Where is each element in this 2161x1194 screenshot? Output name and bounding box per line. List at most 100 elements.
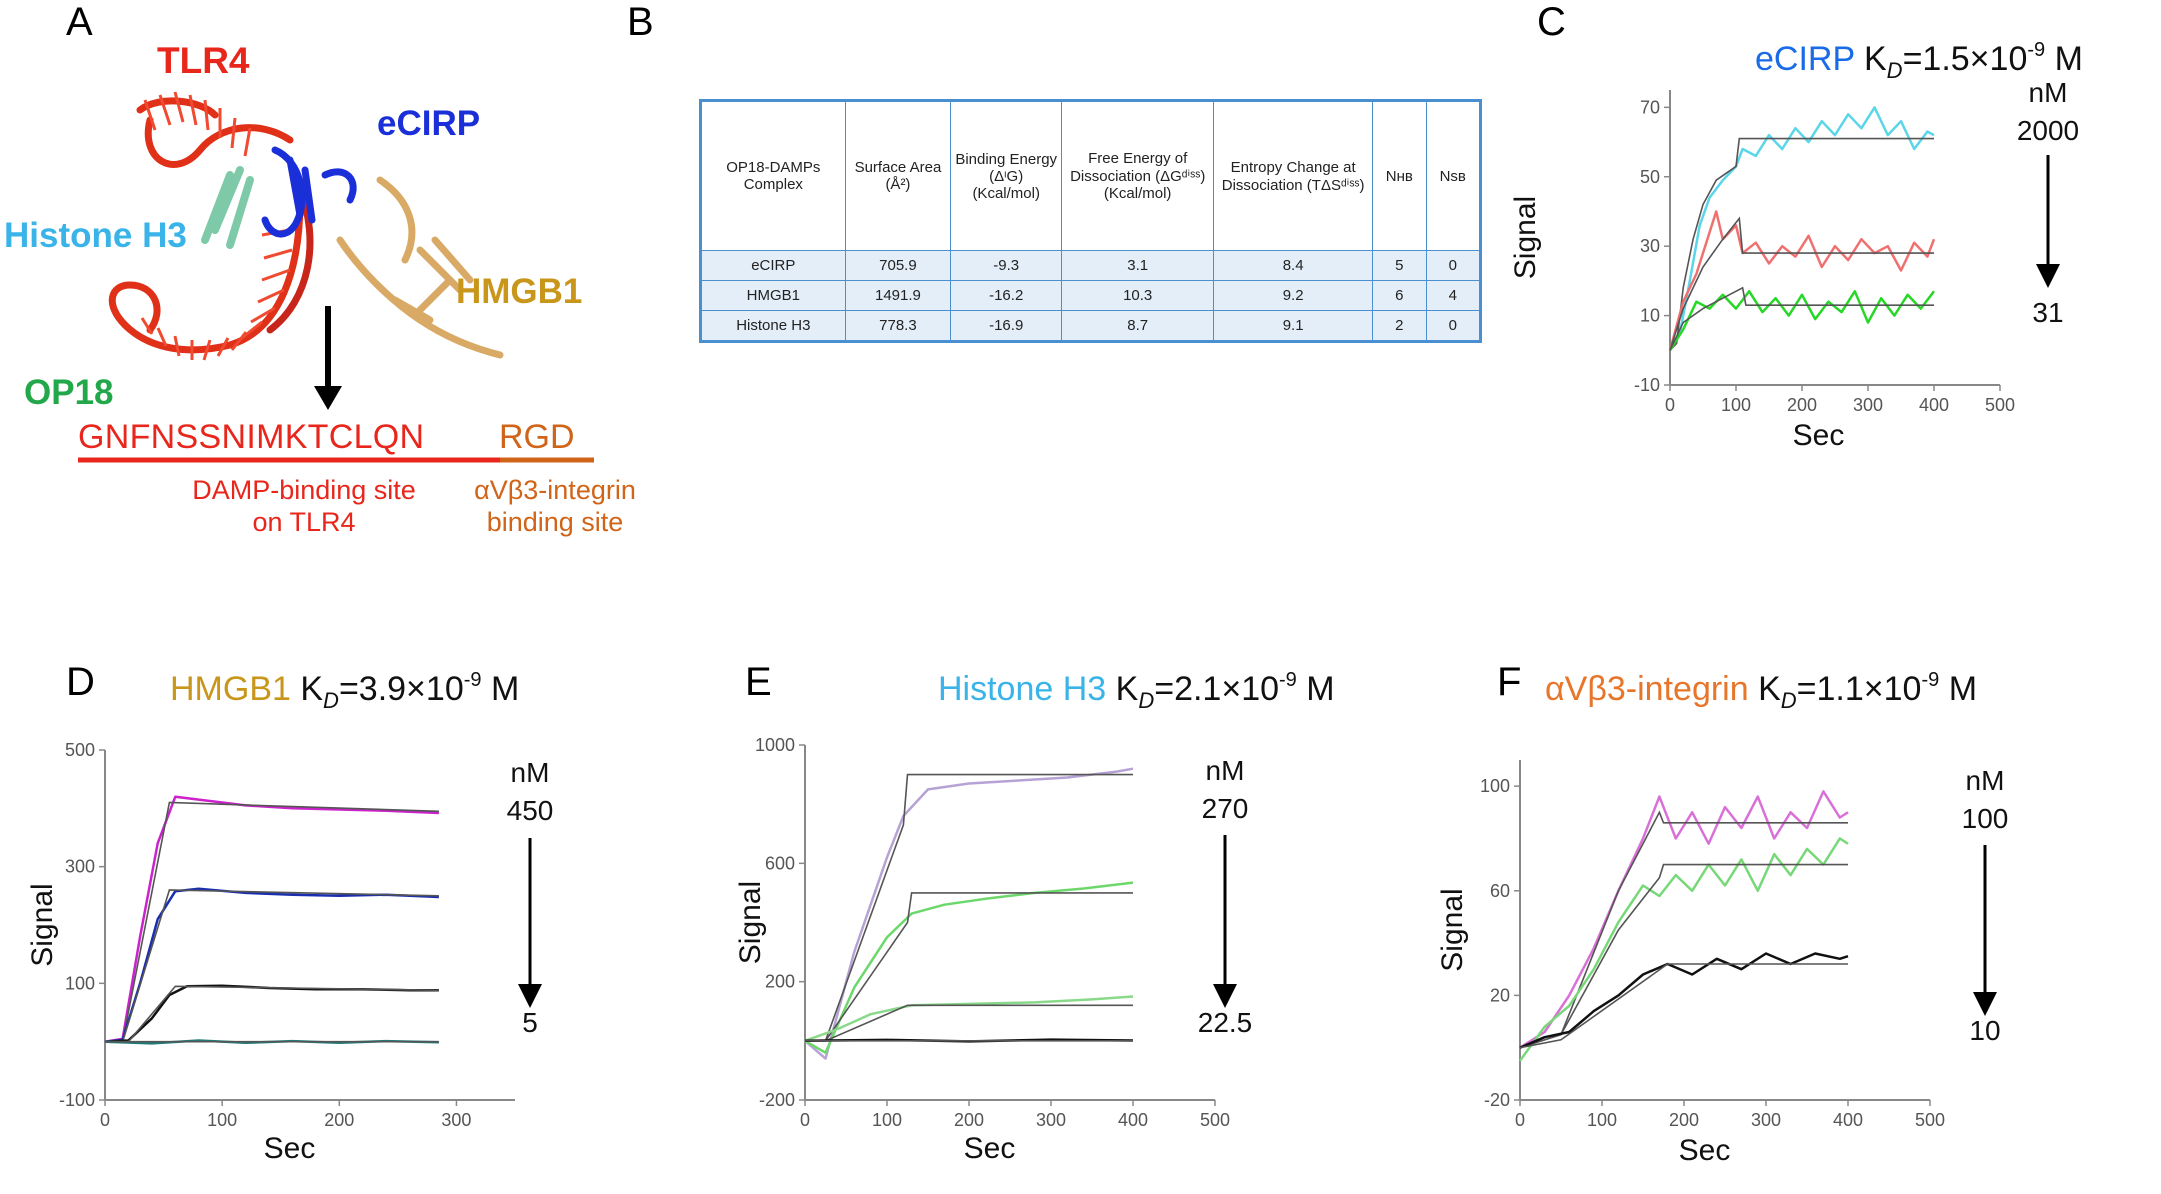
y-axis-label: Signal xyxy=(26,883,59,966)
conc-unit: nM xyxy=(1966,765,2005,796)
chart-c: eCIRP KD=1.5×10-9 M 0 100 200 300 400 500 -10 10… xyxy=(1509,39,2083,452)
series-1 xyxy=(1668,210,1936,351)
series-0 xyxy=(1519,790,1849,1049)
sequence-damp: GNFNSSNIMKTCLQN xyxy=(78,418,425,456)
series-2 xyxy=(104,984,439,1043)
conc-low: 10 xyxy=(1969,1015,2000,1046)
cell: Histone H3 xyxy=(700,310,846,342)
series-0 xyxy=(804,767,1134,1060)
conc-arrowhead-icon xyxy=(1973,992,1997,1016)
title-unit: M xyxy=(1297,670,1335,708)
data-line xyxy=(1668,106,1935,351)
data-line xyxy=(104,795,439,1043)
data-line xyxy=(804,995,1134,1042)
data-line xyxy=(1668,290,1935,351)
conc-unit: nM xyxy=(511,757,550,788)
title-exp: -9 xyxy=(464,669,482,691)
data-line xyxy=(1518,837,1849,1062)
cell: 0 xyxy=(1425,310,1482,342)
x-tick-label: 100 xyxy=(207,1110,237,1130)
y-tick-label: 50 xyxy=(1640,167,1660,187)
y-tick-label: -100 xyxy=(59,1090,95,1110)
title-unit: M xyxy=(1939,670,1977,708)
panel-label-d: D xyxy=(66,660,95,704)
x-tick-label: 400 xyxy=(1833,1110,1863,1130)
header-complex: OP18-DAMPs Complex xyxy=(700,100,846,251)
fit-line xyxy=(105,889,439,1043)
cell: 10.3 xyxy=(1061,280,1215,311)
cell: 4 xyxy=(1425,280,1482,311)
panel-label-f: F xyxy=(1497,660,1522,704)
title-value: =1.1×10 xyxy=(1797,670,1922,708)
cell: 778.3 xyxy=(844,310,952,342)
y-tick-label: 600 xyxy=(765,853,795,873)
y-axis-label: Signal xyxy=(1509,196,1542,279)
x-tick-label: 500 xyxy=(1915,1110,1945,1130)
title-value: =2.1×10 xyxy=(1154,670,1279,708)
x-tick-label: 100 xyxy=(1721,395,1751,415)
x-tick-label: 200 xyxy=(954,1110,984,1130)
header-nsb: Nsʙ xyxy=(1425,100,1482,251)
x-tick-label: 200 xyxy=(1787,395,1817,415)
title-kd: K xyxy=(300,670,323,708)
cell: 1491.9 xyxy=(844,280,952,311)
y-tick-label: 100 xyxy=(65,973,95,993)
x-axis-label: Sec xyxy=(264,1132,316,1165)
title-kd-sub: D xyxy=(1138,688,1154,713)
cell: 9.1 xyxy=(1213,310,1374,342)
ecirp-ribbon xyxy=(261,146,357,238)
y-tick-label: 60 xyxy=(1490,881,1510,901)
series-2 xyxy=(1668,286,1935,351)
panel-a-structure xyxy=(78,91,594,463)
cell: 9.2 xyxy=(1213,280,1374,311)
y-axis-label: Signal xyxy=(734,881,767,964)
header-surface-area: Surface Area (Å²) xyxy=(844,100,952,251)
conc-high: 100 xyxy=(1962,803,2009,834)
arrowhead-icon xyxy=(314,386,342,410)
series-1 xyxy=(1518,837,1849,1062)
title-kd-sub: D xyxy=(1887,58,1903,83)
fit-line xyxy=(1519,810,1848,1049)
title-kd-sub: D xyxy=(323,688,339,713)
panel-label-c: C xyxy=(1537,0,1566,44)
title-ligand: HMGB1 xyxy=(170,670,300,708)
title-kd: K xyxy=(1116,670,1139,708)
series-3 xyxy=(104,1039,439,1045)
title-exp: -9 xyxy=(2027,39,2045,61)
conc-high: 450 xyxy=(507,795,554,826)
chart-title: HMGB1 KD=3.9×10-9 M xyxy=(170,669,519,713)
table-row: Histone H3 778.3 -16.9 8.7 9.1 2 0 xyxy=(700,310,1482,342)
data-line xyxy=(1519,790,1849,1049)
y-tick-label: 200 xyxy=(765,972,795,992)
y-tick-label: 100 xyxy=(1480,776,1510,796)
op18-label: OP18 xyxy=(24,373,114,412)
y-tick-label: -20 xyxy=(1484,1090,1510,1110)
x-axis-label: Sec xyxy=(964,1132,1016,1165)
x-tick-label: 200 xyxy=(324,1110,354,1130)
x-tick-label: 400 xyxy=(1919,395,1949,415)
x-tick-label: 200 xyxy=(1669,1110,1699,1130)
y-tick-label: 10 xyxy=(1640,306,1660,326)
panel-label-b: B xyxy=(627,0,654,44)
table-row: HMGB1 1491.9 -16.2 10.3 9.2 6 4 xyxy=(700,280,1482,311)
tlr4-label: TLR4 xyxy=(157,40,250,81)
x-tick-label: 300 xyxy=(1751,1110,1781,1130)
title-ligand: eCIRP xyxy=(1755,40,1864,78)
fit-line xyxy=(105,801,439,1043)
fit-line xyxy=(805,1004,1133,1042)
header-entropy: Entropy Change at Dissociation (TΔSᵈⁱˢˢ) xyxy=(1213,100,1374,251)
title-value: =3.9×10 xyxy=(339,670,464,708)
hmgb1-ribbon xyxy=(336,176,504,359)
x-axis-label: Sec xyxy=(1793,419,1845,452)
fit-line xyxy=(805,892,1133,1042)
y-tick-label: 20 xyxy=(1490,985,1510,1005)
cell: 3.1 xyxy=(1061,250,1215,281)
x-tick-label: 0 xyxy=(1515,1110,1525,1130)
conc-arrowhead-icon xyxy=(518,984,542,1008)
integrin-binding-caption: αVβ3-integrin binding site xyxy=(474,475,636,537)
title-ligand: αVβ3-integrin xyxy=(1545,670,1758,708)
y-axis-label: Signal xyxy=(1436,888,1469,971)
cell: 705.9 xyxy=(844,250,952,281)
conc-unit: nM xyxy=(2029,77,2068,108)
x-tick-label: 300 xyxy=(1853,395,1883,415)
